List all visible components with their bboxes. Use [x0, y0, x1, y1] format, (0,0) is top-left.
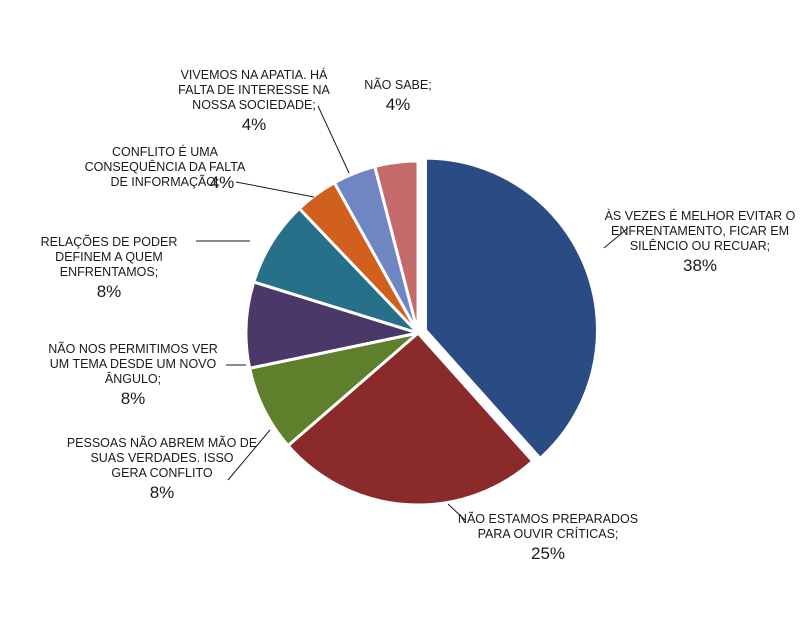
slice-label-line: ÂNGULO; — [105, 371, 161, 386]
leader-line-2 — [447, 503, 466, 521]
slice-label-line: GERA CONFLITO — [111, 466, 212, 480]
slice-label-line: NOSSA SOCIEDADE; — [192, 98, 316, 112]
slice-label-line: DEFINEM A QUEM — [55, 250, 163, 264]
slice-label-line: ÀS VEZES É MELHOR EVITAR O — [605, 208, 796, 223]
slice-label-line: NÃO SABE; — [364, 78, 431, 92]
labels-layer: ÀS VEZES É MELHOR EVITAR OENFRENTAMENTO,… — [41, 67, 796, 563]
slice-label-8: NÃO SABE; 4% — [364, 78, 431, 114]
leader-lines-layer — [196, 105, 629, 521]
leader-line-6 — [235, 181, 315, 198]
slice-label-line: PARA OUVIR CRÍTICAS; — [478, 526, 619, 541]
pie-slice-1 — [423, 156, 599, 460]
slice-percentage: 8% — [97, 282, 122, 301]
slice-percentage: 4% — [242, 115, 267, 134]
slice-label-line: ENFRENTAMENTO, FICAR EM — [611, 224, 789, 238]
pie-slice-8 — [373, 159, 420, 335]
pie-slice-2 — [286, 331, 535, 507]
slice-label-line: NÃO NOS PERMITIMOS VER — [48, 342, 217, 356]
slices-layer — [244, 156, 599, 507]
slice-label-line: RELAÇÕES DE PODER — [41, 234, 178, 249]
slice-label-line: ENFRENTAMOS; — [60, 265, 158, 279]
slice-percentage: 38% — [683, 256, 717, 275]
leader-line-1 — [603, 227, 629, 249]
slice-label-line: NÃO ESTAMOS PREPARADOS — [458, 512, 638, 526]
slice-label-line: CONFLITO É UMA — [112, 144, 219, 159]
slice-label-line: PESSOAS NÃO ABREM MÃO DE — [67, 436, 257, 450]
leader-line-3 — [227, 429, 271, 481]
slice-label-line: SILÊNCIO OU RECUAR; — [630, 238, 770, 253]
slice-percentage: 4% — [210, 173, 235, 192]
slice-label-line: CONSEQUÊNCIA DA FALTA — [85, 159, 246, 174]
slice-percentage: 25% — [531, 544, 565, 563]
slice-label-line: FALTA DE INTERESSE NA — [178, 83, 330, 97]
slice-percentage: 4% — [386, 95, 411, 114]
leader-line-7 — [317, 105, 350, 174]
slice-percentage: 8% — [150, 483, 175, 502]
slice-label-line: UM TEMA DESDE UM NOVO — [50, 357, 217, 371]
slice-label-1: ÀS VEZES É MELHOR EVITAR OENFRENTAMENTO,… — [605, 208, 796, 275]
slice-label-line: DE INFORMAÇÃO; — [110, 175, 219, 189]
slice-percentage: 8% — [121, 389, 146, 408]
slice-label-line: SUAS VERDADES. ISSO — [90, 451, 233, 465]
slice-label-line: VIVEMOS NA APATIA. HÁ — [181, 67, 328, 82]
